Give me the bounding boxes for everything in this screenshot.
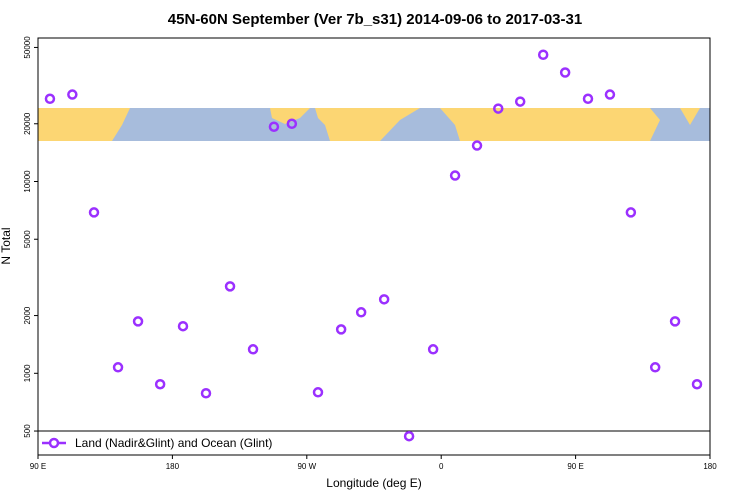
point [268, 121, 280, 132]
y-axis-label: N Total [0, 227, 13, 264]
y-tick-label: 20000 [23, 112, 32, 135]
point [649, 362, 661, 373]
y-tick-label: 1000 [23, 364, 32, 382]
plot-frame [37, 37, 711, 456]
point [471, 140, 483, 151]
point [112, 362, 124, 373]
point [669, 316, 681, 327]
point [154, 378, 166, 390]
point [224, 281, 236, 292]
point [492, 103, 504, 114]
x-tick-label: 90 E [567, 462, 583, 471]
point [335, 324, 347, 335]
point [312, 387, 324, 398]
y-tick-label: 10000 [23, 170, 32, 193]
y-tick-label: 5000 [23, 230, 32, 248]
x-tick-label: 90 W [297, 462, 316, 471]
point [378, 294, 390, 305]
point [355, 307, 367, 318]
point [286, 118, 298, 130]
legend-marker [48, 437, 60, 449]
point [177, 320, 189, 332]
y-tick-label: 500 [23, 424, 32, 438]
point [514, 96, 526, 107]
point [67, 89, 78, 100]
point [691, 378, 703, 390]
x-tick-label: 180 [166, 462, 180, 471]
point [449, 170, 461, 181]
point [604, 89, 616, 100]
x-tick-label: 180 [703, 462, 717, 471]
y-tick-label: 2000 [23, 306, 32, 324]
point [403, 430, 415, 442]
point [88, 207, 100, 218]
y-tick-label: 50000 [23, 36, 32, 59]
x-axis-label: Longitude (deg E) [326, 476, 421, 490]
x-tick-label: 0 [439, 462, 444, 471]
point [247, 344, 259, 355]
map-land [38, 108, 700, 141]
point [537, 49, 549, 60]
point [200, 388, 212, 399]
x-tick-label: 90 E [30, 462, 46, 471]
point [427, 344, 439, 355]
point [625, 207, 637, 218]
chart-title: 45N-60N September (Ver 7b_s31) 2014-09-0… [168, 11, 582, 28]
point [582, 93, 594, 105]
point [132, 316, 144, 327]
legend-label: Land (Nadir&Glint) and Ocean (Glint) [75, 436, 272, 450]
point [44, 93, 56, 105]
point [559, 67, 571, 78]
